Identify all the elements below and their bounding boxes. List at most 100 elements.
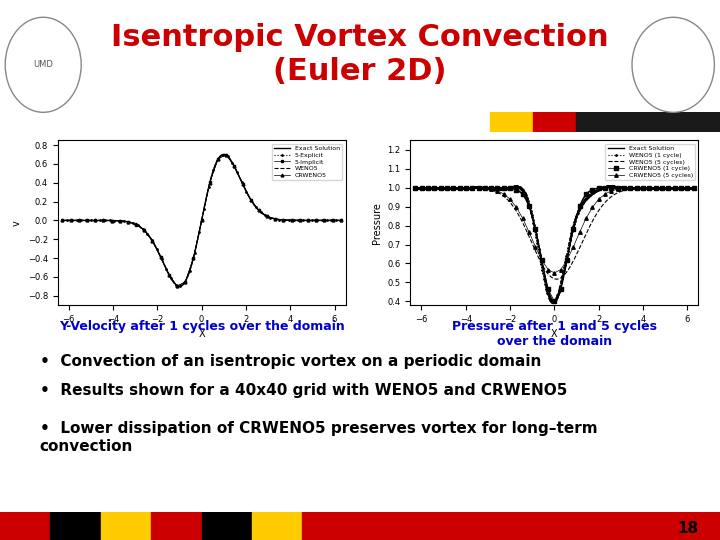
CRWENO5 (1 cycle) (531, 226, 540, 232)
CRWENO5 (1 cycle) (670, 185, 679, 191)
WENO5 (1 cycle) (640, 185, 649, 191)
CRWENO5 (5 cycles) (683, 185, 691, 191)
CRWENO5 (5 cycles) (468, 185, 477, 191)
CRWENO5 (1 cycle) (613, 185, 622, 191)
CRWENO5 (58, 217, 67, 224)
Line: 5-Explicit: 5-Explicit (61, 153, 342, 288)
CRWENO5 (5 cycles) (569, 244, 577, 250)
Line: CRWENO5 (1 cycle): CRWENO5 (1 cycle) (413, 186, 696, 303)
5-Implicit (238, 180, 247, 187)
CRWENO5 (66, 217, 75, 224)
WENO5 (210, 166, 218, 173)
WENO5 (1 cycle) (411, 185, 420, 191)
Bar (0, 512, 50, 540)
Exact Solution (287, 217, 296, 224)
CRWENO5 (1 cycle) (645, 185, 654, 191)
Text: 18: 18 (678, 521, 698, 536)
Text: •  Results shown for a 40x40 grid with WENO5 and CRWENO5: • Results shown for a 40x40 grid with WE… (40, 383, 567, 399)
CRWENO5 (5 cycles) (689, 185, 698, 191)
CRWENO5 (1 cycle) (423, 185, 432, 191)
CRWENO5 (1 cycle) (569, 226, 577, 232)
CRWENO5 (5 cycles) (512, 204, 521, 211)
CRWENO5 (5 cycles) (652, 185, 660, 191)
CRWENO5 (115, 218, 124, 224)
CRWENO5 (1 cycle) (518, 191, 527, 198)
5-Explicit (153, 246, 161, 252)
WENO5 (5 cycles) (639, 185, 648, 191)
CRWENO5 (5 cycles) (462, 185, 470, 191)
CRWENO5 (1 cycle) (411, 185, 420, 191)
CRWENO5 (1 cycle) (557, 286, 565, 292)
CRWENO5 (99, 217, 108, 224)
5-Explicit (58, 217, 67, 224)
CRWENO5 (5 cycles) (575, 229, 584, 235)
WENO5 (1 cycle) (606, 183, 614, 190)
CRWENO5 (5 cycles) (670, 185, 679, 191)
Text: •  Convection of an isentropic vortex on a periodic domain: • Convection of an isentropic vortex on … (40, 354, 541, 369)
CRWENO5 (1 cycle) (474, 185, 483, 191)
Text: Pressure after 1 and 5 cycles
over the domain: Pressure after 1 and 5 cycles over the d… (452, 320, 657, 348)
5-Implicit (263, 213, 271, 220)
5-Implicit (165, 272, 174, 278)
WENO5 (220, 151, 228, 158)
WENO5 (5 cycles) (552, 276, 561, 282)
Bar (576, 112, 720, 132)
WENO5 (1 cycle) (562, 253, 571, 260)
CRWENO5 (222, 152, 230, 158)
CRWENO5 (1 cycle) (639, 185, 647, 191)
CRWENO5 (1 cycle) (480, 185, 489, 191)
CRWENO5 (1 cycle) (462, 185, 470, 191)
Exact Solution (330, 217, 339, 224)
CRWENO5 (246, 197, 255, 203)
CRWENO5 (1 cycle) (677, 185, 685, 191)
CRWENO5 (5 cycles) (600, 191, 609, 197)
CRWENO5 (148, 238, 157, 245)
Exact Solution (411, 185, 420, 191)
CRWENO5 (287, 217, 296, 224)
Exact Solution (220, 151, 228, 158)
X-axis label: X: X (551, 329, 558, 339)
5-Implicit (279, 217, 288, 223)
WENO5 (5 cycles) (577, 241, 586, 247)
CRWENO5 (1 cycle) (550, 298, 559, 305)
CRWENO5 (5 cycles) (626, 185, 634, 191)
WENO5 (5 cycles) (562, 269, 571, 275)
CRWENO5 (5 cycles) (436, 185, 445, 191)
5-Implicit (255, 207, 264, 214)
Bar (252, 512, 302, 540)
CRWENO5 (1 cycle) (652, 185, 660, 191)
5-Implicit (58, 217, 67, 224)
CRWENO5 (1 cycle) (657, 185, 666, 191)
CRWENO5 (5 cycles) (607, 187, 616, 194)
5-Implicit (287, 217, 296, 224)
CRWENO5 (5 cycles) (537, 257, 546, 264)
Text: •  Lower dissipation of CRWENO5 preserves vortex for long–term
convection: • Lower dissipation of CRWENO5 preserves… (40, 421, 597, 454)
5-Explicit (105, 217, 114, 224)
5-Implicit (124, 219, 132, 225)
Exact Solution (191, 247, 199, 254)
5-Implicit (140, 227, 148, 234)
CRWENO5 (1 cycle) (449, 185, 457, 191)
5-Explicit (138, 226, 147, 232)
5-Implicit (75, 217, 84, 224)
5-Implicit (66, 217, 75, 224)
5-Implicit (271, 215, 279, 222)
CRWENO5 (1 cycle) (443, 185, 451, 191)
CRWENO5 (5 cycles) (613, 186, 622, 192)
CRWENO5 (107, 217, 116, 224)
CRWENO5 (5 cycles) (455, 185, 464, 191)
Line: CRWENO5 (5 cycles): CRWENO5 (5 cycles) (413, 186, 696, 275)
Line: WENO5: WENO5 (63, 154, 341, 287)
CRWENO5 (5 cycles) (550, 269, 559, 276)
CRWENO5 (320, 217, 328, 224)
WENO5 (1 cycle) (683, 185, 692, 191)
CRWENO5 (295, 217, 304, 224)
CRWENO5 (5 cycles) (563, 257, 572, 264)
WENO5 (1 cycle) (689, 185, 698, 191)
Exact Solution (639, 185, 648, 191)
WENO5 (191, 247, 199, 254)
5-Implicit (246, 196, 255, 202)
CRWENO5 (1 cycle) (430, 185, 438, 191)
CRWENO5 (5 cycles) (430, 185, 438, 191)
5-Explicit (242, 188, 251, 195)
